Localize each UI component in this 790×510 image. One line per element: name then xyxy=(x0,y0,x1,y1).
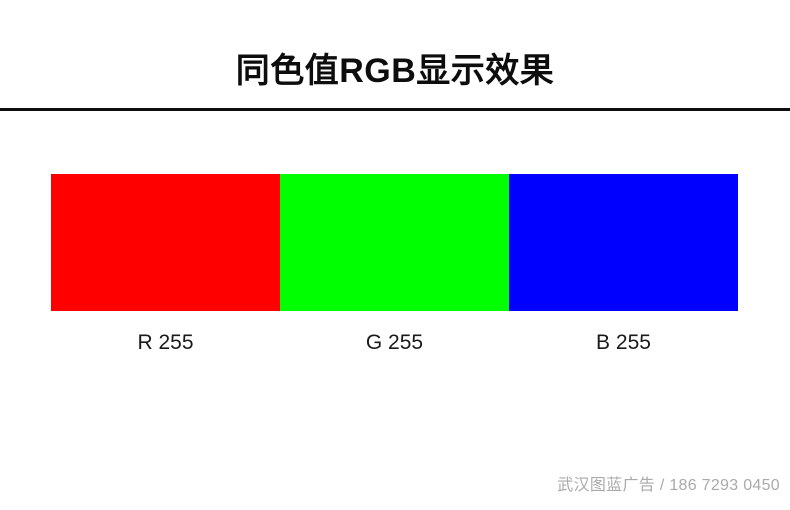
swatch-label-row: R 255 G 255 B 255 xyxy=(51,330,738,356)
red-swatch xyxy=(51,174,280,311)
green-swatch xyxy=(280,174,509,311)
rgb-color-bar xyxy=(51,174,738,311)
blue-swatch-label: B 255 xyxy=(596,331,651,354)
green-swatch-label: G 255 xyxy=(365,331,424,354)
blue-swatch xyxy=(509,174,738,311)
red-swatch-label: R 255 xyxy=(137,331,194,354)
footer-credit: 武汉图蓝广告 / 186 7293 0450 xyxy=(557,477,780,494)
page-title: 同色值RGB显示效果 xyxy=(235,52,555,90)
title-divider-line xyxy=(0,108,790,111)
